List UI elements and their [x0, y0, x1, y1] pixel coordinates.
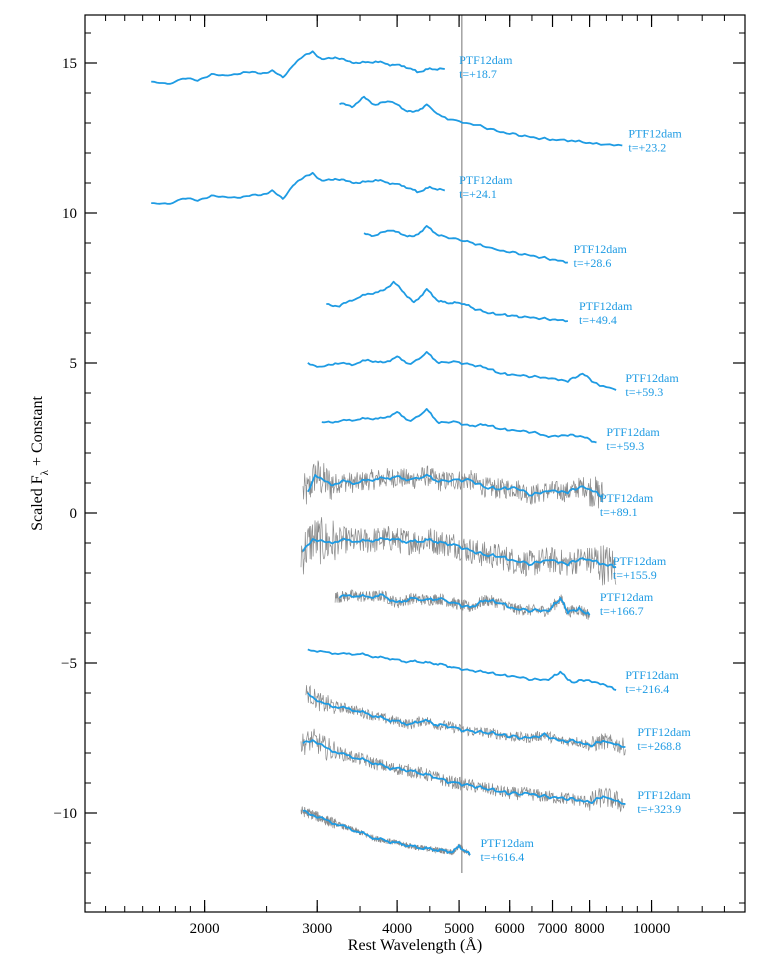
spectrum-name-8: PTF12dam: [600, 491, 654, 505]
spectrum-name-7: PTF12dam: [606, 425, 660, 439]
x-tick-label: 7000: [538, 921, 568, 937]
spectrum-line-10: [338, 593, 591, 616]
spectrum-name-14: PTF12dam: [480, 836, 534, 850]
x-tick-label: 5000: [444, 921, 474, 937]
spectrum-phase-1: t=+18.7: [459, 67, 497, 81]
raw-spectrum-13: [300, 728, 626, 813]
y-axis-title-subscript: λ: [39, 469, 51, 475]
spectrum-name-2: PTF12dam: [628, 127, 682, 141]
spectrum-line-8: [307, 473, 604, 498]
spectrum-name-6: PTF12dam: [625, 371, 679, 385]
spectrum-line-4: [363, 225, 568, 264]
spectrum-phase-13: t=+323.9: [637, 802, 681, 816]
spectrum-line-7: [321, 408, 597, 444]
axes-layer: 2000 3000 4000 5000 6000 7000 8000 10000 15 10 5 0 −…: [54, 14, 746, 937]
y-tick-label: −5: [61, 656, 77, 672]
spectrum-phase-2: t=+23.2: [628, 141, 666, 155]
spectrum-name-3: PTF12dam: [459, 173, 513, 187]
spectrum-labels-layer: PTF12damt=+18.7PTF12damt=+23.2PTF12damt=…: [459, 53, 691, 864]
spectrum-line-9: [302, 537, 617, 569]
spectrum-name-5: PTF12dam: [579, 299, 633, 313]
spectrum-phase-3: t=+24.1: [459, 187, 497, 201]
x-tick-label: 2000: [190, 921, 220, 937]
spectrum-line-14: [302, 809, 471, 856]
spectrum-line-3: [151, 171, 446, 205]
spectrum-line-11: [307, 648, 617, 691]
spectrum-phase-11: t=+216.4: [625, 682, 669, 696]
spectrum-phase-4: t=+28.6: [574, 256, 612, 270]
spectrum-name-1: PTF12dam: [459, 53, 513, 67]
spectrum-line-5: [326, 280, 569, 323]
y-axis-title-main: Scaled F: [29, 475, 46, 531]
spectrum-phase-14: t=+616.4: [480, 850, 524, 864]
spectrum-phase-6: t=+59.3: [625, 385, 663, 399]
y-tick-label: 0: [70, 506, 78, 522]
spectrum-phase-8: t=+89.1: [600, 505, 638, 519]
spectrum-phase-9: t=+155.9: [613, 568, 657, 582]
x-axis-title: Rest Wavelength (Å): [348, 936, 482, 954]
spectrum-line-6: [307, 351, 617, 391]
spectrum-name-4: PTF12dam: [574, 242, 628, 256]
spectrum-phase-10: t=+166.7: [600, 604, 644, 618]
spectrum-name-10: PTF12dam: [600, 590, 654, 604]
spectrum-phase-7: t=+59.3: [606, 439, 644, 453]
y-axis-title: Scaled Fλ + Constant: [29, 396, 51, 531]
spectrum-name-9: PTF12dam: [613, 554, 667, 568]
x-tick-label: 10000: [633, 921, 671, 937]
spectrum-name-13: PTF12dam: [637, 788, 691, 802]
spectrum-name-11: PTF12dam: [625, 668, 679, 682]
spectrum-name-12: PTF12dam: [637, 725, 691, 739]
spectrum-line-12: [307, 692, 626, 748]
plot-frame: [84, 14, 746, 913]
x-tick-label: 6000: [495, 921, 525, 937]
y-tick-label: 10: [62, 206, 77, 222]
smoothed-spectra-layer: [151, 50, 626, 856]
spectrum-phase-12: t=+268.8: [637, 739, 681, 753]
raw-spectrum-9: [300, 517, 617, 586]
y-tick-label: −10: [54, 806, 77, 822]
spectrum-line-1: [151, 50, 445, 85]
spectrum-phase-5: t=+49.4: [579, 313, 617, 327]
spectrum-line-2: [339, 95, 623, 147]
x-tick-label: 3000: [302, 921, 332, 937]
x-tick-label: 4000: [382, 921, 412, 937]
y-axis-title-suffix: + Constant: [29, 396, 46, 470]
x-tick-label: 8000: [575, 921, 605, 937]
y-tick-label: 5: [70, 356, 78, 372]
y-tick-label: 15: [62, 56, 77, 72]
spectrum-line-13: [302, 739, 626, 805]
